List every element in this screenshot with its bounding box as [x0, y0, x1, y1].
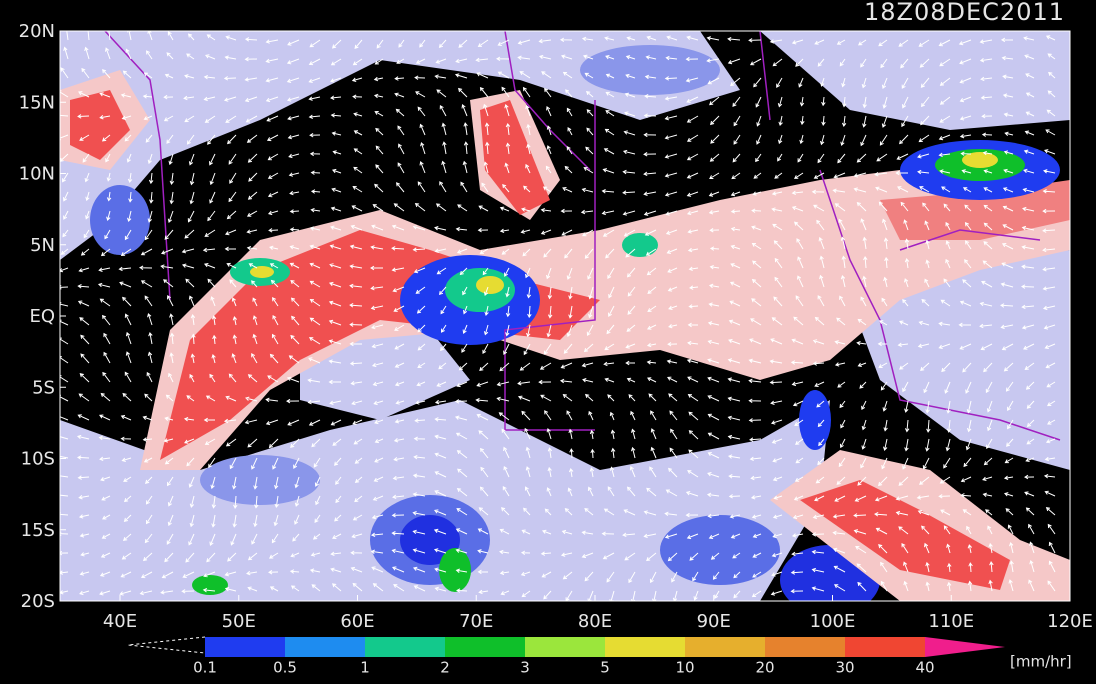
lon-label: 60E [340, 611, 374, 632]
colorbar-label: 40 [915, 659, 934, 677]
field-region [200, 455, 320, 505]
colorbar-over-triangle [925, 637, 1005, 657]
colorbar-label: 10 [675, 659, 694, 677]
colorbar-label: 1 [360, 659, 370, 677]
map-title: 18Z08DEC2011 [864, 0, 1065, 26]
field-region [622, 233, 658, 257]
wind-arrows [60, 31, 1056, 601]
lon-label: 120E [1047, 611, 1093, 632]
field-region [476, 276, 504, 294]
field-region [90, 185, 150, 255]
colorbar-segment [605, 637, 685, 657]
field-region [800, 480, 1010, 590]
colorbar-segment [685, 637, 765, 657]
field-region [760, 31, 1070, 130]
field-region [962, 152, 998, 168]
field-region [439, 548, 471, 592]
field-region [60, 31, 740, 260]
colorbar-segment [445, 637, 525, 657]
lon-label: 70E [459, 611, 493, 632]
colorbar-segment [765, 637, 845, 657]
colorbar-label: 3 [520, 659, 530, 677]
colorbar-label: 2 [440, 659, 450, 677]
field-region [480, 100, 550, 215]
field-region [850, 250, 1070, 470]
field-region [300, 330, 470, 420]
field-region [70, 90, 130, 160]
lat-label: 15S [21, 520, 55, 541]
colorbar-segment [525, 637, 605, 657]
lat-label: EQ [29, 306, 55, 327]
colorbar-segment [285, 637, 365, 657]
precip-field [60, 31, 1070, 601]
axis-labels: 20N 15N 10N 5N EQ 5S 10S 15S 20S 40E 50E 60E 70E 80E 9… [19, 21, 1093, 632]
field-region [580, 45, 720, 95]
colorbar-label: 0.5 [273, 659, 297, 677]
lat-label: 5N [30, 235, 55, 256]
lon-label: 110E [928, 611, 974, 632]
field-region [192, 575, 228, 595]
lon-label: 90E [697, 611, 731, 632]
lat-label: 20N [19, 21, 55, 42]
lon-label: 80E [578, 611, 612, 632]
coastline [104, 31, 1061, 441]
lat-label: 5S [32, 377, 55, 398]
colorbar-unit: [mm/hr] [1010, 653, 1072, 671]
lon-label: 100E [810, 611, 856, 632]
colorbar-label: 30 [835, 659, 854, 677]
field-region [660, 515, 780, 585]
colorbar-label: 0.1 [193, 659, 217, 677]
lat-label: 10S [21, 449, 55, 470]
field-region [250, 266, 274, 278]
lat-label: 15N [19, 92, 55, 113]
colorbar-label: 5 [600, 659, 610, 677]
colorbar-segment [845, 637, 925, 657]
colorbar-under-triangle [127, 636, 206, 654]
lat-label: 10N [19, 164, 55, 185]
colorbar-segment [365, 637, 445, 657]
lat-label: 20S [21, 591, 55, 612]
colorbar: 0.1 0.5 1 2 3 5 10 20 30 40 [mm/hr] [127, 636, 1072, 677]
lon-label: 40E [103, 611, 137, 632]
field-region [799, 390, 831, 450]
lon-label: 50E [222, 611, 256, 632]
colorbar-segment [205, 637, 285, 657]
colorbar-label: 20 [755, 659, 774, 677]
